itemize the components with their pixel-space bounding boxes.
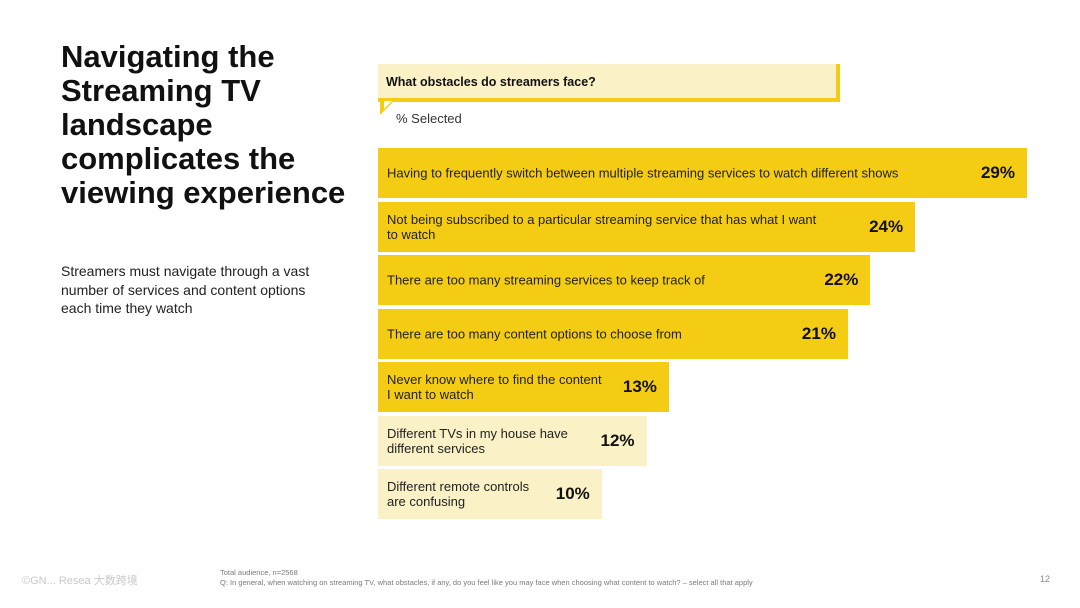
bar: There are too many streaming services to… bbox=[378, 255, 871, 305]
question-callout: What obstacles do streamers face? bbox=[378, 64, 840, 102]
bar-value-label: 10% bbox=[555, 484, 590, 503]
bar-value-label: 21% bbox=[801, 323, 836, 343]
callout-tail-inner bbox=[384, 101, 392, 109]
base-note: Total audience, n=2568 bbox=[220, 568, 298, 577]
watermark-text: 大数跨境 bbox=[93, 575, 138, 587]
bar: There are too many content options to ch… bbox=[378, 308, 848, 359]
footer-logo: ©GN... Resea 大数跨境 bbox=[22, 572, 138, 588]
bar-label: Different TVs in my house have different… bbox=[387, 425, 568, 456]
bar-label: There are too many content options to ch… bbox=[387, 326, 682, 341]
bar: Different TVs in my house have different… bbox=[378, 415, 647, 466]
bar-label: Different remote controls are confusing bbox=[387, 479, 530, 509]
bar-label: Never know where to find the content I w… bbox=[387, 372, 602, 402]
bar-value-label: 13% bbox=[622, 377, 657, 396]
bar-value-label: 24% bbox=[869, 216, 904, 236]
footer-logo-text: ©GN... Resea bbox=[22, 575, 91, 587]
bar-value-label: 12% bbox=[600, 430, 635, 450]
page-subtitle: Streamers must navigate through a vast n… bbox=[61, 263, 310, 316]
bar-value-label: 22% bbox=[824, 270, 859, 289]
page-number: 12 bbox=[1040, 574, 1051, 584]
bar: Having to frequently switch between mult… bbox=[378, 148, 1027, 198]
question-text: What obstacles do streamers face? bbox=[386, 75, 596, 89]
bar-value-label: 29% bbox=[980, 163, 1015, 182]
bar: Different remote controls are confusing 1… bbox=[378, 469, 602, 519]
bar: Not being subscribed to a particular str… bbox=[378, 201, 916, 252]
measure-label: % Selected bbox=[396, 111, 462, 126]
bar-label: Not being subscribed to a particular str… bbox=[387, 211, 817, 242]
question-note: Q: In general, when watching on streamin… bbox=[220, 578, 753, 587]
bar-label: Having to frequently switch between mult… bbox=[387, 165, 899, 181]
bar: Never know where to find the content I w… bbox=[378, 362, 669, 412]
page-title: Navigating the Streaming TV landscape co… bbox=[61, 39, 346, 210]
bar-label: There are too many streaming services to… bbox=[387, 272, 705, 288]
footer-notes: Total audience, n=2568 Q: In general, wh… bbox=[220, 568, 753, 588]
